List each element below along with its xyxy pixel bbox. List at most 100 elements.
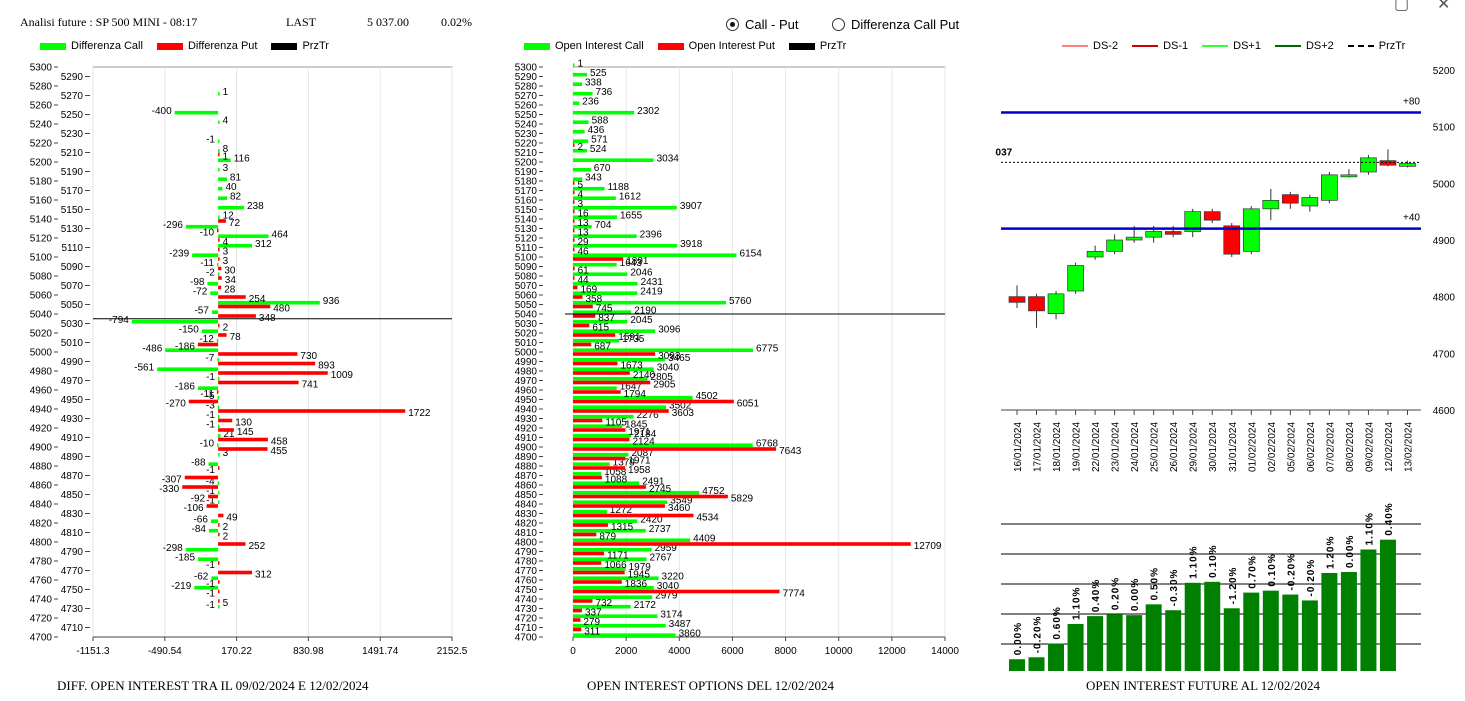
oi-call-bar [573,595,653,599]
y-tick-label: 4740 [515,595,538,606]
x-tick-label: -490.54 [148,646,182,657]
y-tick-label: 5270 [61,91,84,102]
y-tick-label: 4730 [61,604,84,615]
diff-put-data-label: 4 [223,237,229,248]
x-tick-label: 830.98 [293,646,324,657]
oi-put-data-label: 4 [578,190,584,201]
future-oi-label: 0.20% [1111,577,1122,610]
diff-put-bar [218,285,222,290]
oi-call-bar [573,528,646,533]
diff-put-data-label: 730 [300,351,317,362]
diff-put-data-label: -92 [191,494,206,505]
y-tick-label: 5180 [515,177,538,188]
oi-put-data-label: 61 [578,266,590,277]
oi-call-data-label: 2420 [640,514,663,525]
diff-call-data-label: -84 [192,524,207,535]
candle-body [1399,163,1416,167]
diff-call-data-label: 238 [247,201,264,212]
y-tick-label: 4850 [515,490,538,501]
oi-call-data-label: 3034 [657,153,680,164]
oi-call-data-label: 6154 [740,248,763,259]
diff-call-bar [211,576,219,580]
band-label: +40 [1403,213,1420,224]
y-tick-label: 4980 [515,367,538,378]
y-tick-label: 5060 [30,291,53,302]
restore-window-icon[interactable]: ▢ [1394,0,1410,13]
y-tick-label: 4930 [61,414,84,425]
oi-put-data-label: 3460 [668,503,691,514]
future-oi-label: -0.20% [1306,559,1317,597]
diff-put-data-label: 254 [249,294,266,305]
diff-put-bar [218,523,220,527]
candle-body [1164,231,1182,235]
diff-put-data-label: 312 [255,570,272,581]
y-tick-label: 4920 [515,424,538,435]
future-oi-bar [1009,659,1025,671]
x-tick-label: 4000 [668,646,691,657]
diff-put-bar [218,219,226,223]
oi-put-data-label: 3603 [672,408,695,419]
y-tick-label: 4830 [61,509,84,520]
oi-call-data-label: 4502 [696,391,719,402]
oi-call-bar [573,462,610,466]
date-tick-label: 29/01/2024 [1189,422,1200,472]
radio-call-put[interactable]: Call - Put [726,17,798,32]
price-tick-label: 5000 [1433,179,1456,190]
oi-call-data-label: 1379 [613,457,636,468]
oi-put-bar [573,523,608,527]
y-tick-label: 4940 [30,405,53,416]
diff-put-data-label: 1722 [408,408,431,419]
y-tick-label: 5140 [30,215,53,226]
y-tick-label: 4780 [30,557,53,568]
y-tick-label: 4730 [515,604,538,615]
future-oi-bar [1028,657,1045,671]
diff-call-bar [218,433,221,438]
x-tick-label: 2000 [615,646,638,657]
diff-put-data-label: 252 [248,541,265,552]
diff-call-data-label: -1 [206,372,215,383]
diff-put-data-label: 2 [223,323,229,334]
y-tick-label: 4970 [515,376,538,387]
future-oi-bar [1223,608,1240,671]
diff-put-data-label: -11 [200,389,214,400]
diff-put-data-label: -1 [206,589,215,600]
oi-put-data-label: 12709 [914,541,942,552]
y-tick-label: 5240 [515,120,538,131]
diff-put-bar [218,570,253,575]
oi-options-chart: 0 2000 4000 6000 8000 10000 12000 1400053005290… [515,58,960,657]
oi-call-data-label: 2045 [630,315,653,326]
oi-put-data-label: 5 [578,180,584,191]
diff-call-data-label: -3 [206,400,215,411]
x-tick-label: 6000 [721,646,744,657]
future-oi-label: 0.00% [1130,578,1141,611]
y-tick-label: 4880 [515,462,538,473]
oi-put-data-label: 615 [592,323,609,334]
oi-put-data-label: 1945 [628,570,651,581]
oi-call-data-label: 1735 [622,334,645,345]
diff-call-data-label: 312 [255,239,272,250]
y-tick-label: 4760 [30,576,53,587]
y-tick-label: 4990 [515,357,538,368]
radio-diff-call-put[interactable]: Differenza Call Put [832,17,959,32]
oi-put-bar [573,238,575,242]
y-tick-label: 5230 [515,129,538,140]
oi-put-bar [573,390,621,394]
y-tick-label: 5190 [61,167,84,178]
oi-put-data-label: 13 [578,218,590,229]
oi-put-data-label: 279 [583,617,600,628]
oi-put-bar [573,504,665,508]
diff-call-bar [211,310,219,314]
legend-ds-minus2: DS-2 [1062,40,1118,52]
future-oi-bar [1165,610,1182,671]
oi-put-bar [573,428,626,432]
oi-call-data-label: 6768 [756,438,779,449]
future-oi-bar [1321,573,1338,671]
oi-put-bar [573,399,734,404]
date-tick-label: 13/02/2024 [1403,422,1414,472]
close-window-icon[interactable]: ✕ [1437,0,1451,13]
oi-call-data-label: 3040 [657,362,680,373]
oi-put-bar [573,551,605,556]
future-oi-bar [1067,623,1084,671]
oi-call-bar [573,177,583,181]
diff-call-bar [217,405,220,409]
